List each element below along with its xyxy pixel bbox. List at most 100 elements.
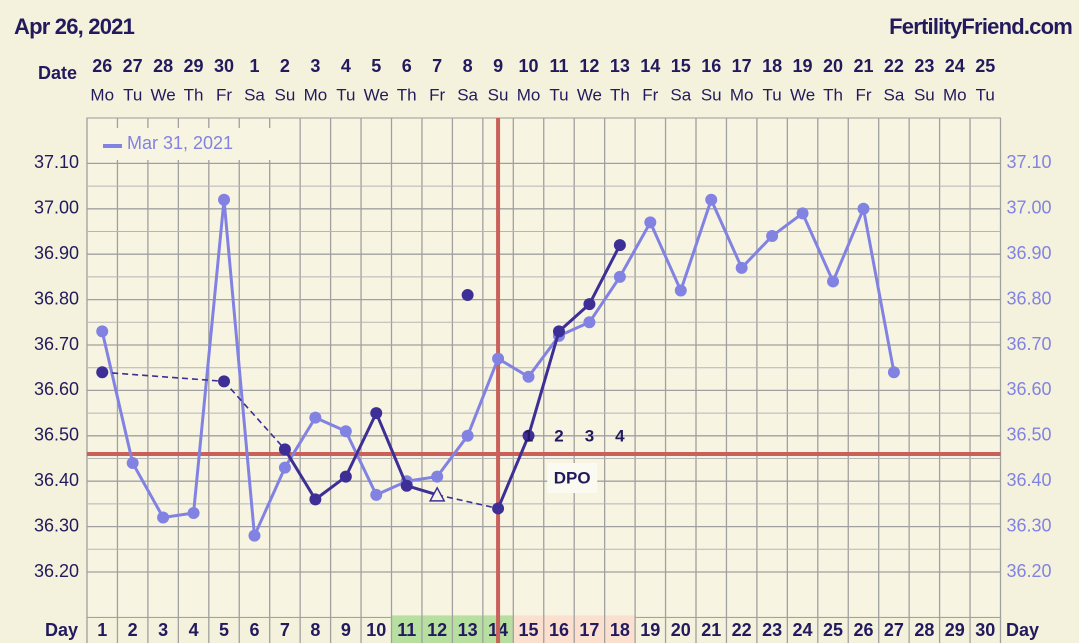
series-line [740, 235, 774, 269]
day-number: 26 [853, 620, 873, 640]
weekday: Fr [216, 85, 232, 104]
weekday: Tu [763, 85, 782, 104]
day-number: 6 [249, 620, 259, 640]
point [827, 275, 840, 288]
point [644, 216, 657, 229]
series-gap-line [102, 371, 225, 383]
point [735, 261, 748, 274]
weekday: Fr [642, 85, 658, 104]
series-line [435, 434, 469, 478]
y-tick-label: 36.30 [34, 515, 79, 535]
point [552, 325, 565, 338]
date-number: 21 [853, 56, 873, 76]
date-number: 2 [280, 56, 290, 76]
series-line [831, 208, 865, 283]
series-line [131, 462, 165, 519]
point [674, 284, 687, 297]
point [766, 230, 779, 243]
series-line [648, 221, 683, 292]
weekday: Tu [336, 85, 355, 104]
y2-tick-label: 37.00 [1007, 198, 1052, 218]
day-number: 23 [762, 620, 782, 640]
date-number: 20 [823, 56, 843, 76]
point [309, 493, 322, 506]
weekday: Mo [943, 85, 967, 104]
cycle-date: Apr 26, 2021 [14, 14, 135, 39]
point [796, 207, 809, 220]
y2-tick-label: 36.40 [1007, 470, 1052, 490]
point [339, 470, 352, 483]
point [613, 239, 626, 252]
point [370, 488, 383, 501]
series-line [709, 199, 744, 269]
weekday: Su [275, 85, 296, 104]
y2-tick-label: 37.10 [1007, 152, 1052, 172]
series-line [679, 199, 713, 291]
green-day-cell [452, 615, 483, 643]
weekday: We [790, 85, 815, 104]
green-day-cell [391, 615, 422, 643]
point [126, 457, 139, 470]
point [278, 461, 291, 474]
series-gap-line [223, 380, 286, 450]
point [400, 479, 413, 492]
day-number: 5 [219, 620, 229, 640]
point [218, 375, 231, 388]
series-line [314, 475, 347, 501]
point [857, 202, 870, 215]
date-number: 15 [671, 56, 691, 76]
dpo-label: DPO [554, 468, 591, 487]
day-number: 22 [732, 620, 752, 640]
weekday: We [151, 85, 176, 104]
y2-tick-label: 36.50 [1007, 425, 1052, 445]
point [522, 370, 535, 383]
y-tick-label: 36.50 [34, 425, 79, 445]
series-line [344, 412, 378, 478]
weekday: Su [488, 85, 509, 104]
series-line [496, 435, 530, 510]
series-line [527, 330, 561, 437]
point [431, 470, 444, 483]
dpo-number: 3 [585, 426, 594, 445]
y-tick-label: 36.90 [34, 243, 79, 263]
date-number: 27 [123, 56, 143, 76]
day-number: 24 [793, 620, 813, 640]
weekday: Th [397, 85, 417, 104]
weekday: Mo [730, 85, 754, 104]
y2-tick-label: 36.60 [1007, 379, 1052, 399]
pink-day-cell [513, 615, 544, 643]
day-label: Day [1006, 620, 1039, 640]
day-number: 12 [427, 620, 447, 640]
point [96, 325, 109, 338]
date-number: 19 [793, 56, 813, 76]
series-line [862, 208, 896, 373]
date-number: 29 [184, 56, 204, 76]
date-number: 17 [732, 56, 752, 76]
point [218, 193, 231, 206]
point [248, 529, 261, 542]
weekday: Th [823, 85, 843, 104]
dpo-box [547, 463, 598, 493]
day-number: 1 [97, 620, 107, 640]
y-tick-label: 36.70 [34, 334, 79, 354]
weekday: Sa [670, 85, 691, 104]
pink-day-cell [574, 615, 605, 643]
point [339, 425, 352, 438]
weekday: Mo [517, 85, 541, 104]
day-number: 4 [189, 620, 199, 640]
y-tick-label: 37.00 [34, 198, 79, 218]
weekday: Fr [855, 85, 871, 104]
dpo-number: 2 [554, 426, 563, 445]
y-tick-label: 36.20 [34, 561, 79, 581]
weekday: Tu [123, 85, 142, 104]
weekday: Sa [457, 85, 478, 104]
day-number: 15 [519, 620, 539, 640]
date-number: 16 [701, 56, 721, 76]
series-line [618, 221, 652, 278]
weekday: Fr [429, 85, 445, 104]
weekday: Su [914, 85, 935, 104]
day-number: 16 [549, 620, 569, 640]
series-line [771, 212, 804, 238]
day-number: 9 [341, 620, 351, 640]
date-number: 11 [549, 56, 568, 76]
